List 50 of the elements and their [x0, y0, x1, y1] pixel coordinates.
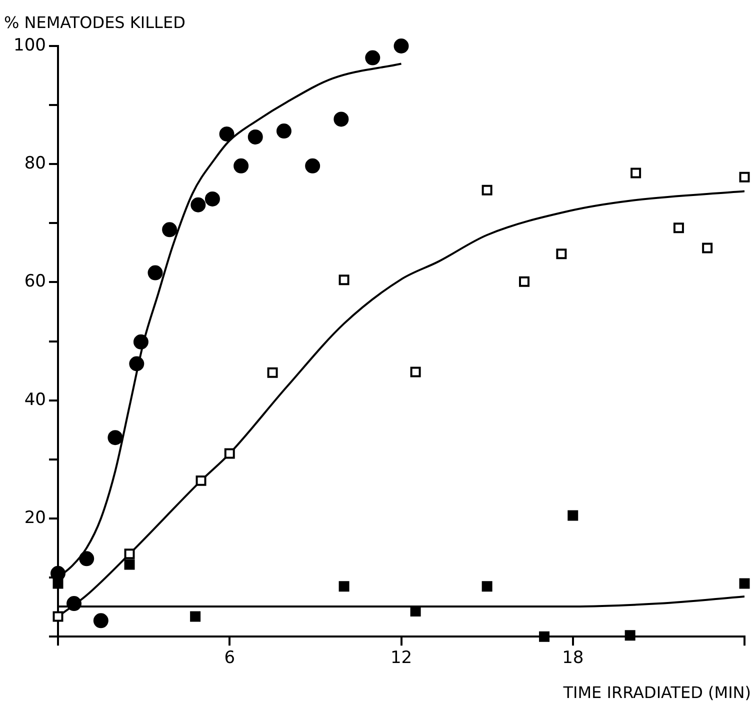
point [190, 611, 201, 622]
point [739, 578, 750, 589]
point [365, 50, 380, 66]
point [267, 367, 278, 378]
point [338, 274, 350, 286]
point [52, 611, 64, 622]
point [248, 129, 263, 144]
point [702, 242, 713, 254]
y-tick-label: 40 [24, 390, 46, 410]
point [482, 184, 492, 196]
point [108, 430, 123, 446]
point [482, 581, 492, 592]
point [148, 265, 163, 280]
point [305, 158, 320, 174]
point [162, 222, 178, 238]
point [124, 548, 135, 560]
y-axis-title: % NEMATODES KILLED [4, 13, 186, 32]
point [66, 596, 82, 612]
point [539, 631, 550, 642]
point [124, 559, 135, 570]
x-tick-label: 12 [390, 648, 412, 668]
point [190, 197, 206, 212]
point [338, 581, 350, 592]
point [334, 112, 349, 127]
point [630, 168, 642, 178]
point [624, 630, 636, 641]
point [196, 475, 206, 486]
point [276, 124, 292, 139]
x-tick-label: 18 [562, 648, 584, 668]
y-tick-label: 60 [24, 272, 46, 292]
point [133, 334, 148, 350]
y-tick-label: 20 [24, 508, 46, 528]
point [673, 222, 684, 234]
x-tick-label: 6 [224, 648, 236, 668]
point [93, 613, 108, 628]
point [410, 366, 421, 378]
point [519, 276, 530, 287]
point [219, 126, 234, 142]
point [394, 38, 409, 54]
y-tick-label: 100 [14, 35, 46, 56]
point [234, 158, 249, 174]
point [79, 551, 94, 566]
x-axis-title: TIME IRRADIATED (MIN) [562, 683, 751, 702]
point [568, 510, 578, 521]
point [224, 448, 235, 459]
point [204, 191, 220, 206]
point [556, 248, 567, 260]
y-tick-label: 80 [24, 154, 46, 174]
point [739, 172, 750, 182]
point [129, 356, 144, 372]
